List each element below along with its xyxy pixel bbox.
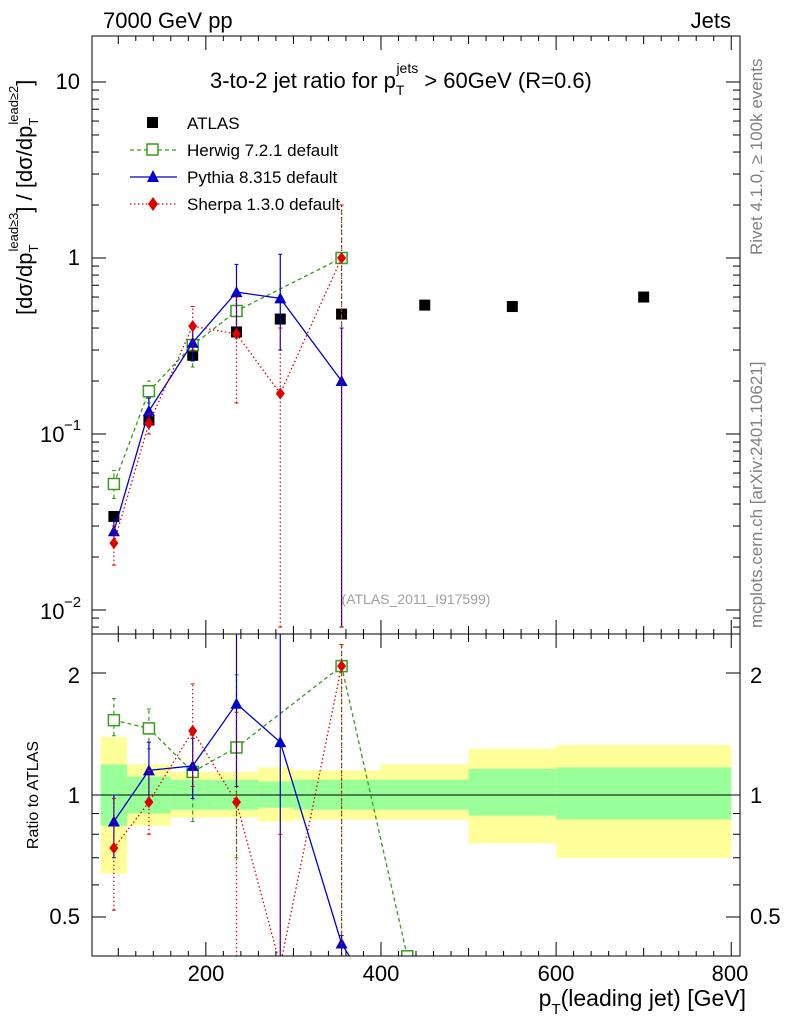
- legend: ATLAS Herwig 7.2.1 default Pythia 8.315 …: [130, 114, 340, 214]
- point-herwig-ratio-5: [400, 950, 414, 956]
- legend-entry-sherpa: Sherpa 1.3.0 default: [130, 195, 340, 214]
- ytick-label-0.1: 10 −1: [40, 417, 81, 447]
- point-pythia-main-4: [274, 292, 287, 304]
- ratio-ytick-2-left: 2: [68, 663, 80, 688]
- svg-text:ATLAS: ATLAS: [187, 114, 240, 133]
- point-herwig-main-1: [142, 384, 156, 398]
- svg-text:10: 10: [40, 422, 64, 447]
- ratio-series-layer: [107, 634, 414, 956]
- point-pythia-main-1: [142, 405, 155, 417]
- y-axis-label: [dσ/dpTlead≥3] / [dσ/dpTlead≥2]: [6, 80, 41, 315]
- ratio-ytick-0.5-left: 0.5: [49, 904, 80, 929]
- point-pythia-main-2: [186, 336, 199, 348]
- ytick-label-0.01: 10 −2: [40, 594, 81, 624]
- legend-marker-atlas: [147, 117, 158, 128]
- point-atlas-main-0: [108, 510, 120, 522]
- ratio-y-axis-label: Ratio to ATLAS: [25, 741, 42, 849]
- point-sherpa-main-2: [188, 320, 198, 333]
- legend-marker-sherpa: [148, 197, 158, 211]
- point-herwig-ratio-1: [142, 722, 156, 735]
- point-sherpa-main-5: [337, 252, 347, 264]
- xtick-label-400: 400: [363, 961, 400, 986]
- ratio-ticks: [92, 634, 740, 956]
- point-pythia-main-3: [230, 286, 243, 298]
- svg-text:10: 10: [40, 599, 64, 624]
- header-left: 7000 GeV pp: [103, 8, 233, 33]
- svg-text:Sherpa 1.3.0 default: Sherpa 1.3.0 default: [187, 195, 340, 214]
- ratio-line-sherpa: [113, 665, 343, 956]
- ytick-label-10: 10: [56, 69, 80, 94]
- point-atlas-main-7: [506, 301, 518, 313]
- main-series-layer: [107, 204, 650, 628]
- svg-text:Pythia 8.315 default: Pythia 8.315 default: [187, 168, 338, 187]
- point-sherpa-ratio-1: [144, 796, 154, 809]
- legend-marker-herwig: [146, 143, 159, 156]
- point-sherpa-ratio-2: [188, 724, 198, 737]
- svg-text:−1: −1: [64, 417, 81, 434]
- point-pythia-main-0: [107, 525, 120, 537]
- point-herwig-ratio-0: [107, 713, 121, 727]
- point-sherpa-main-3: [231, 327, 241, 340]
- point-atlas-main-8: [638, 291, 650, 303]
- x-axis-label: pT(leading jet) [GeV]: [539, 985, 746, 1018]
- legend-marker-pythia: [147, 170, 159, 182]
- svg-text:Herwig 7.2.1 default: Herwig 7.2.1 default: [187, 141, 338, 160]
- mcplots-label: mcplots.cern.ch [arXiv:2401.10621]: [747, 362, 766, 628]
- point-sherpa-ratio-0: [109, 841, 119, 854]
- xtick-label-800: 800: [712, 961, 749, 986]
- xtick-label-600: 600: [538, 961, 575, 986]
- point-sherpa-main-0: [109, 537, 119, 550]
- main-panel: 10 1 10 −1 10 −2 3-to-2 jet ratio for pT…: [6, 35, 741, 635]
- band-green-7: [468, 768, 557, 816]
- ytick-label-1: 1: [68, 245, 80, 270]
- point-herwig-main-0: [107, 477, 121, 491]
- analysis-watermark: (ATLAS_2011_I917599): [342, 591, 491, 607]
- band-green-8: [556, 767, 732, 820]
- header-right: Jets: [691, 8, 731, 33]
- rivet-version-label: Rivet 4.1.0, ≥ 100k events: [747, 59, 766, 255]
- main-ticks: [92, 36, 740, 634]
- ratio-ytick-1-right: 1: [750, 783, 762, 808]
- point-pythia-ratio-4: [274, 736, 287, 748]
- point-sherpa-main-1: [144, 417, 154, 430]
- point-sherpa-ratio-5: [337, 660, 347, 673]
- legend-entry-herwig: Herwig 7.2.1 default: [130, 141, 338, 160]
- ratio-ytick-2-right: 2: [750, 663, 762, 688]
- ratio-panel: 2 1 0.5 2 1 0.5 Ratio to ATLAS 200 400 6…: [25, 633, 781, 1018]
- svg-text:−2: −2: [64, 594, 81, 611]
- point-pythia-main-5: [335, 375, 348, 387]
- legend-entry-atlas: ATLAS: [147, 114, 240, 133]
- ratio-ytick-0.5-right: 0.5: [750, 904, 781, 929]
- point-sherpa-main-4: [275, 387, 285, 400]
- chart-title: 3-to-2 jet ratio for pTjets > 60GeV (R=0…: [210, 60, 592, 98]
- point-atlas-main-6: [419, 299, 431, 311]
- legend-entry-pythia: Pythia 8.315 default: [130, 168, 338, 187]
- xtick-label-200: 200: [188, 961, 225, 986]
- point-pythia-ratio-3: [230, 697, 243, 709]
- main-line-pythia: [113, 291, 343, 532]
- point-sherpa-ratio-3: [231, 796, 241, 809]
- ratio-ytick-1-left: 1: [68, 783, 80, 808]
